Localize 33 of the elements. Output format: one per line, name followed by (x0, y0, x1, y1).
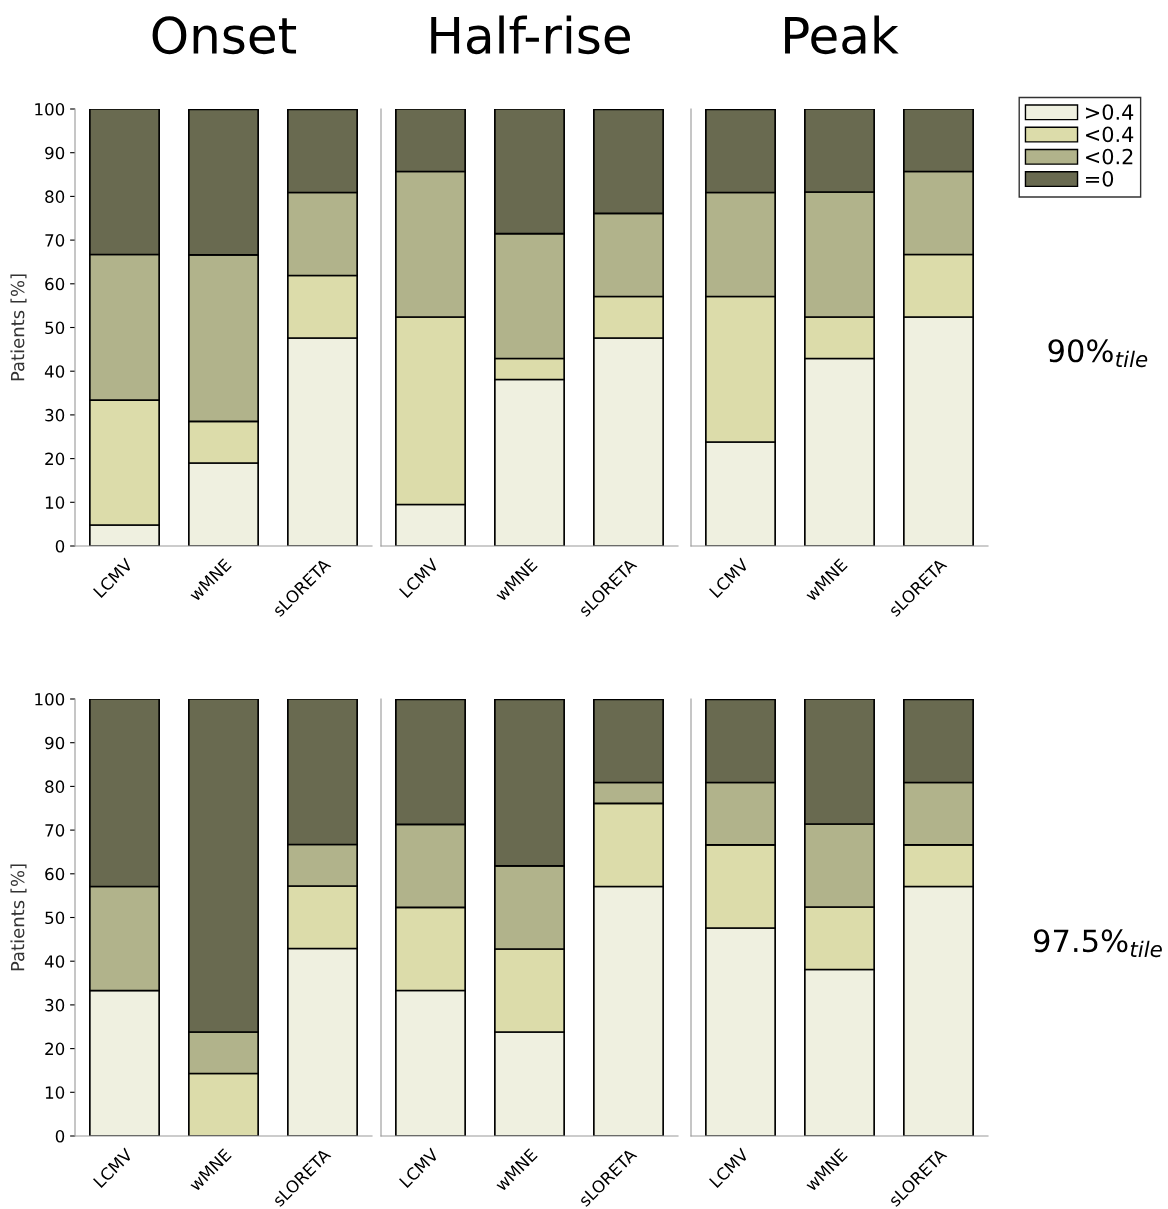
y-tick-label: 50 (45, 911, 65, 925)
y-tick-label: 50 (45, 321, 65, 335)
y-tick-label: 70 (45, 234, 65, 247)
y-tick-label: 30 (45, 408, 65, 422)
legend-label: <0.4 (1086, 126, 1134, 143)
y-tick-label: 80 (45, 190, 65, 203)
text: 90%$_{tile}$ (1048, 339, 1148, 368)
y-tick-label: 60 (45, 867, 65, 881)
y-tick-label: 60 (45, 277, 65, 291)
y-tick-label: 40 (44, 365, 65, 378)
y-tick-label: 90 (45, 146, 65, 160)
chart-title: Peak (785, 15, 899, 55)
legend-label: <0.2 (1086, 148, 1133, 165)
y-tick-label: 0 (55, 1129, 65, 1143)
legend-label: >0.4 (1086, 104, 1134, 120)
y-tick-label: 10 (45, 496, 65, 509)
y-tick-label: 100 (35, 102, 65, 116)
y-tick-label: 30 (45, 998, 65, 1012)
y-tick-label: 40 (44, 955, 65, 968)
y-tick-label: 20 (45, 1042, 65, 1056)
legend-label: =0 (1086, 170, 1114, 187)
y-tick-label: 80 (45, 780, 65, 793)
chart-title: Half-rise (431, 15, 630, 55)
text: 97.5%$_{tile}$ (1033, 929, 1162, 958)
y-tick-label: 10 (45, 1086, 65, 1099)
y-axis-title: Patients [%] (10, 864, 27, 971)
chart-title: Onset (152, 16, 297, 55)
y-tick-label: 20 (45, 452, 65, 466)
y-tick-label: 90 (45, 736, 65, 750)
y-tick-label: 0 (55, 539, 65, 553)
y-tick-label: 100 (35, 692, 65, 706)
y-axis-title: Patients [%] (10, 274, 27, 381)
y-tick-label: 70 (45, 824, 65, 837)
